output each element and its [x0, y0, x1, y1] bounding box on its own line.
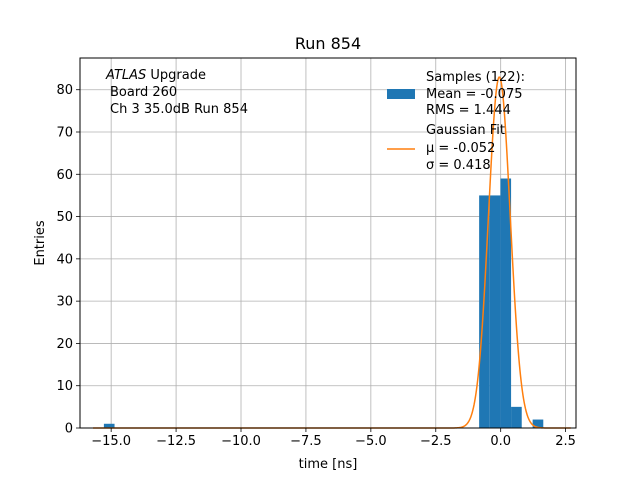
histogram-bar: [511, 406, 522, 428]
y-tick-label: 70: [56, 126, 73, 141]
y-tick-label: 60: [56, 168, 73, 183]
x-tick-label: −7.5: [290, 434, 322, 449]
info-annotation: ATLAS Upgrade Board 260 Ch 3 35.0dB Run …: [105, 68, 248, 117]
x-tick-label: −2.5: [420, 434, 452, 449]
x-tick-label: −10.0: [221, 434, 261, 449]
x-axis-label: time [ns]: [299, 457, 358, 472]
histogram-bars: [103, 178, 544, 428]
annotation-upgrade: Upgrade: [146, 68, 206, 83]
y-tick-label: 30: [56, 295, 73, 310]
x-axis-ticks: −15.0 −12.5 −10.0 −7.5 −5.0 −2.5 0.0 2.5: [91, 428, 576, 449]
chart-title: Run 854: [295, 34, 361, 53]
histogram-bar: [500, 178, 512, 428]
legend-histogram-line1: Samples (122):: [426, 70, 525, 85]
annotation-channel: Ch 3 35.0dB Run 854: [110, 102, 248, 117]
plot-frame: [79, 57, 577, 429]
x-tick-label: −5.0: [355, 434, 387, 449]
histogram-bar: [479, 195, 490, 428]
annotation-atlas: ATLAS: [105, 68, 146, 83]
svg-text:ATLAS Upgrade: ATLAS Upgrade: [105, 68, 206, 83]
y-tick-label: 0: [65, 422, 73, 437]
histogram-bar: [489, 195, 501, 428]
legend: Samples (122): Mean = -0.075 RMS = 1.444…: [387, 70, 525, 173]
legend-histogram-line2: Mean = -0.075: [426, 87, 522, 102]
y-tick-label: 20: [56, 337, 73, 352]
legend-fit-line1: Gaussian Fit: [426, 123, 505, 138]
x-tick-label: 0.0: [490, 434, 511, 449]
annotation-board: Board 260: [110, 85, 177, 100]
x-tick-label: −12.5: [156, 434, 196, 449]
y-axis-label: Entries: [33, 220, 48, 266]
y-tick-label: 80: [56, 83, 73, 98]
histogram-bar: [103, 423, 115, 428]
legend-histogram-line3: RMS = 1.444: [426, 103, 511, 118]
y-tick-label: 50: [56, 210, 73, 225]
legend-histogram-swatch: [387, 89, 415, 99]
x-tick-label: 2.5: [555, 434, 576, 449]
legend-fit-line2: μ = -0.052: [426, 141, 495, 156]
y-tick-label: 10: [56, 379, 73, 394]
histogram-bar: [532, 419, 544, 428]
y-axis-ticks: 0 10 20 30 40 50 60 70 80: [56, 83, 80, 437]
x-tick-label: −15.0: [91, 434, 131, 449]
y-tick-label: 40: [56, 252, 73, 267]
legend-fit-line3: σ = 0.418: [426, 158, 491, 173]
